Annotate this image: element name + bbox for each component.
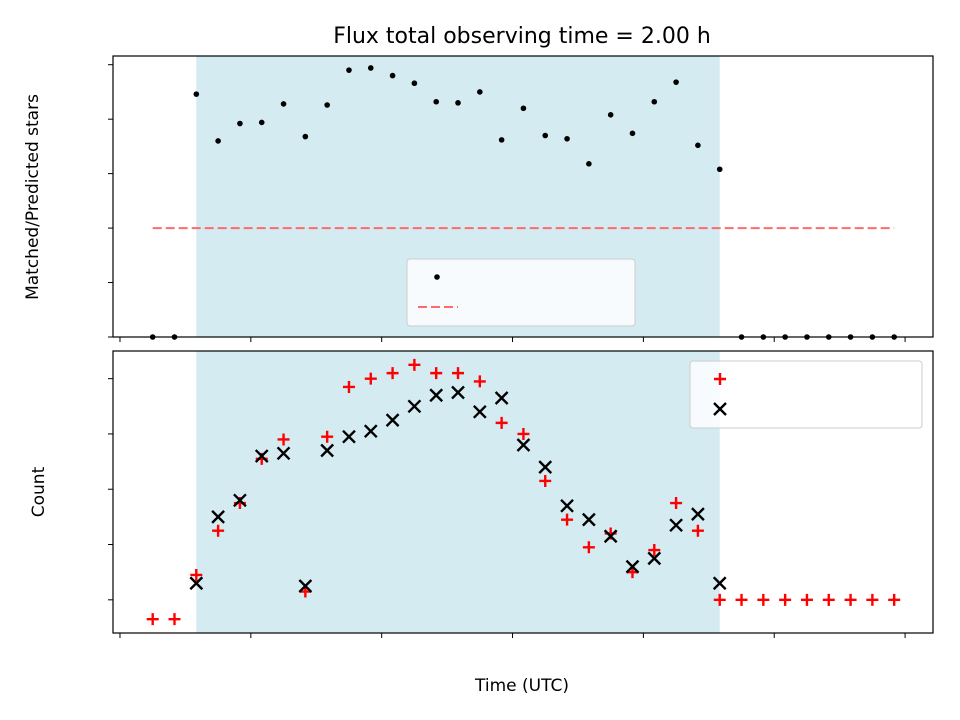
predicted-star-point — [516, 438, 531, 452]
legend-box — [689, 360, 923, 429]
matched-star-point — [190, 568, 203, 581]
matched-star-point — [691, 524, 704, 537]
matched-star-point — [321, 430, 334, 443]
measurement-point — [586, 161, 592, 167]
matched-star-point — [495, 416, 508, 429]
predicted-star-point — [647, 551, 662, 566]
count-panel — [108, 350, 934, 638]
matched-star-point — [473, 375, 486, 388]
axes-frame — [112, 55, 934, 338]
legend-box — [406, 258, 636, 327]
matched-star-point — [430, 367, 443, 380]
measurement-point — [258, 119, 265, 126]
predicted-star-point — [451, 385, 465, 400]
measurement-point — [716, 166, 723, 173]
matched-star-point — [517, 427, 530, 440]
matched-star-point — [866, 593, 879, 606]
chart-title: Flux total observing time = 2.00 h — [333, 24, 711, 49]
measurement-point — [564, 135, 570, 142]
predicted-star-point — [363, 424, 378, 439]
matched-star-point — [713, 593, 726, 606]
measurement-point — [673, 79, 679, 85]
predicted-star-point — [407, 399, 422, 414]
matched-star-point — [800, 593, 813, 606]
predicted-star-point — [429, 388, 444, 403]
matched-star-point — [779, 593, 792, 606]
measurement-point — [651, 98, 658, 105]
matched-star-point — [822, 593, 835, 606]
legend-predicted-marker — [713, 402, 727, 416]
measurement-point — [477, 89, 483, 95]
matched-star-point — [212, 524, 225, 537]
matched-star-point — [757, 593, 770, 606]
legend-measurement-marker — [434, 274, 440, 280]
matched-star-point — [648, 544, 661, 557]
measurement-point — [542, 132, 549, 139]
predicted-star-point — [276, 446, 291, 461]
predicted-star-point — [669, 518, 683, 533]
predicted-star-point — [320, 443, 335, 458]
measurement-point — [193, 91, 200, 97]
matched-star-point — [342, 380, 355, 393]
matched-star-point — [452, 367, 465, 380]
matched-star-point — [364, 372, 377, 385]
bottom-y-axis-label: Count — [29, 466, 49, 517]
predicted-star-point — [582, 512, 596, 527]
axes-frame — [112, 350, 934, 634]
measurement-point — [607, 112, 614, 118]
predicted-star-point — [538, 460, 553, 474]
measurement-point — [520, 105, 527, 112]
matched-star-point — [582, 541, 595, 554]
measurement-point — [237, 120, 243, 127]
measurement-point — [695, 142, 701, 149]
matched-star-point — [735, 593, 748, 606]
measurement-point — [629, 130, 636, 137]
predicted-star-point — [603, 529, 618, 544]
predicted-star-point — [625, 559, 640, 574]
matched-star-point — [386, 367, 399, 380]
observing-window-shading — [196, 351, 720, 633]
measurement-point — [389, 72, 396, 79]
measurement-point — [346, 67, 352, 73]
matched-star-point — [539, 474, 552, 487]
measurement-point — [367, 65, 374, 71]
ratio-panel — [108, 55, 934, 342]
predicted-star-point — [472, 404, 487, 419]
matched-star-point — [670, 497, 683, 510]
matched-star-point — [146, 613, 159, 626]
measurement-point — [411, 80, 418, 87]
legend-matched-marker — [714, 373, 726, 385]
top-y-axis-label: Matched/Predicted stars — [23, 94, 43, 300]
predicted-star-point — [385, 413, 400, 427]
matched-star-point — [888, 593, 901, 606]
x-axis-label: Time (UTC) — [474, 676, 569, 696]
predicted-star-point — [254, 449, 269, 463]
matched-star-point — [408, 358, 421, 371]
measurement-point — [280, 101, 287, 107]
predicted-star-point — [233, 493, 247, 508]
measurement-point — [324, 102, 330, 108]
measurement-point — [455, 100, 461, 106]
predicted-star-point — [691, 507, 705, 521]
predicted-star-point — [712, 576, 727, 591]
legend — [689, 360, 923, 429]
matched-star-point — [277, 433, 290, 446]
predicted-star-point — [211, 510, 225, 524]
legend — [406, 258, 636, 327]
predicted-star-point — [560, 498, 574, 513]
measurement-point — [215, 138, 221, 144]
predicted-star-point — [298, 579, 313, 593]
measurement-point — [498, 137, 505, 143]
measurement-point — [433, 98, 440, 105]
matched-star-point — [168, 613, 181, 626]
predicted-star-point — [494, 391, 509, 405]
measurement-point — [302, 133, 309, 140]
matched-star-point — [561, 513, 574, 526]
matched-star-point — [844, 593, 857, 606]
predicted-star-point — [189, 576, 204, 591]
predicted-star-point — [342, 429, 356, 444]
